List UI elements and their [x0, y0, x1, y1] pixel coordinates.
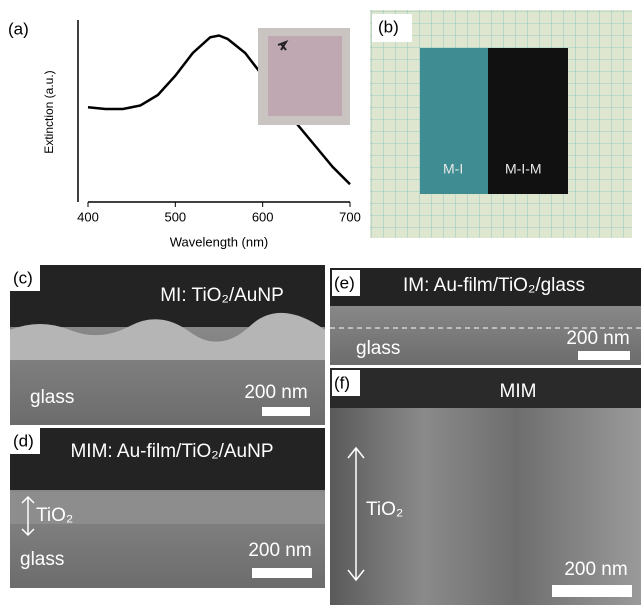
panel-label: (b)	[378, 17, 399, 36]
scale-label: 200 nm	[564, 559, 627, 580]
scale-bar	[552, 585, 632, 597]
panel-title: MIM	[500, 381, 537, 402]
panel-label: (e)	[334, 273, 355, 292]
scale-bar	[262, 407, 310, 416]
panel-label: (d)	[13, 431, 34, 450]
scale-bar	[578, 351, 630, 360]
panel-title: IM: Au-film/TiO₂/glass	[403, 275, 585, 296]
x-axis-label: Wavelength (nm)	[170, 234, 269, 249]
panel-title: MIM: Au-film/TiO₂/AuNP	[70, 441, 273, 462]
substrate-label: glass	[30, 387, 74, 408]
sem-header	[330, 368, 641, 408]
x-tick-label: 600	[252, 209, 274, 224]
scale-label: 200 nm	[248, 540, 311, 561]
x-tick-label: 500	[164, 209, 186, 224]
sample-label: M-I	[443, 161, 463, 177]
substrate-label: glass	[356, 338, 400, 359]
inset-sample	[268, 36, 342, 116]
layer-label: TiO₂	[36, 505, 73, 526]
panel-label: (c)	[13, 268, 33, 287]
panel-label: (f)	[334, 373, 350, 392]
figure: (a) Extinction (a.u.) Wavelength (nm) 40…	[0, 0, 641, 605]
x-tick-label: 700	[339, 209, 361, 224]
x-tick-label: 400	[77, 209, 99, 224]
substrate-label: glass	[20, 549, 64, 570]
panel-title: MI: TiO₂/AuNP	[160, 285, 284, 306]
y-axis-label: Extinction (a.u.)	[42, 70, 56, 153]
layer-label: TiO₂	[366, 499, 403, 520]
scale-label: 200 nm	[244, 382, 307, 403]
sample-label: M-I-M	[505, 161, 542, 177]
scale-label: 200 nm	[566, 328, 629, 349]
panel-label: (a)	[8, 19, 29, 38]
scale-bar	[252, 568, 312, 578]
